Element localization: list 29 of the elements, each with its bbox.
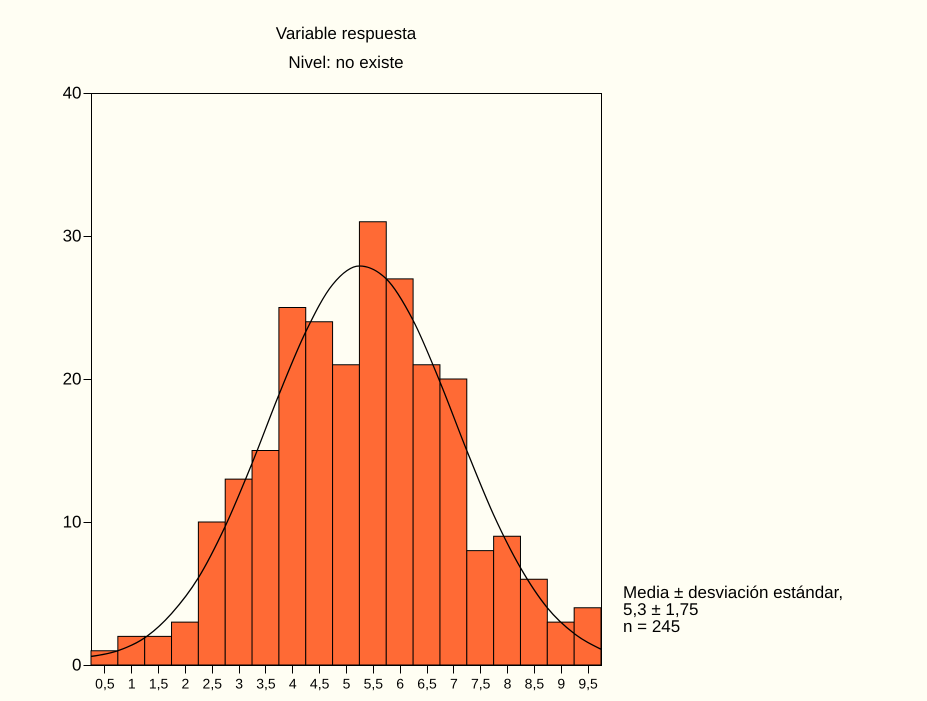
text: 5,3 ± 1,75	[623, 600, 698, 619]
x-tick-label: 7,5	[470, 676, 491, 692]
x-tick-label: 2	[182, 676, 190, 692]
x-tick-label: 1	[128, 676, 136, 692]
y-tick-label: 20	[62, 370, 82, 388]
text: n = 245	[623, 617, 680, 636]
x-tick-label: 5	[342, 676, 351, 692]
x-tick-label: 7	[450, 676, 458, 692]
x-tick-label: 1,5	[148, 676, 169, 692]
x-tick-label: 9,5	[578, 676, 598, 692]
y-tick-label: 10	[62, 512, 82, 532]
x-tick-label: 6	[396, 676, 404, 692]
x-tick-label: 2,5	[202, 676, 222, 692]
chart-subtitle: Nivel: no existe	[288, 53, 404, 72]
x-tick-label: 6,5	[417, 676, 437, 692]
x-tick-label: 5,5	[364, 676, 384, 692]
x-tick-label: 4,5	[310, 676, 330, 692]
y-tick-label: 30	[62, 226, 82, 246]
x-tick-label: 8	[504, 676, 512, 692]
x-tick-label: 3,5	[256, 676, 276, 692]
y-tick-label: 40	[62, 84, 82, 102]
x-tick-label: 9	[557, 676, 566, 692]
text: Media ± desviación estándar,	[623, 583, 844, 602]
chart-title: Variable respuesta	[276, 24, 417, 43]
x-tick-label: 0,5	[95, 676, 115, 692]
x-tick-label: 4	[288, 676, 297, 692]
x-tick-label: 8,5	[524, 676, 544, 692]
y-tick-label: 0	[72, 656, 82, 674]
x-tick-label: 3	[235, 676, 244, 692]
